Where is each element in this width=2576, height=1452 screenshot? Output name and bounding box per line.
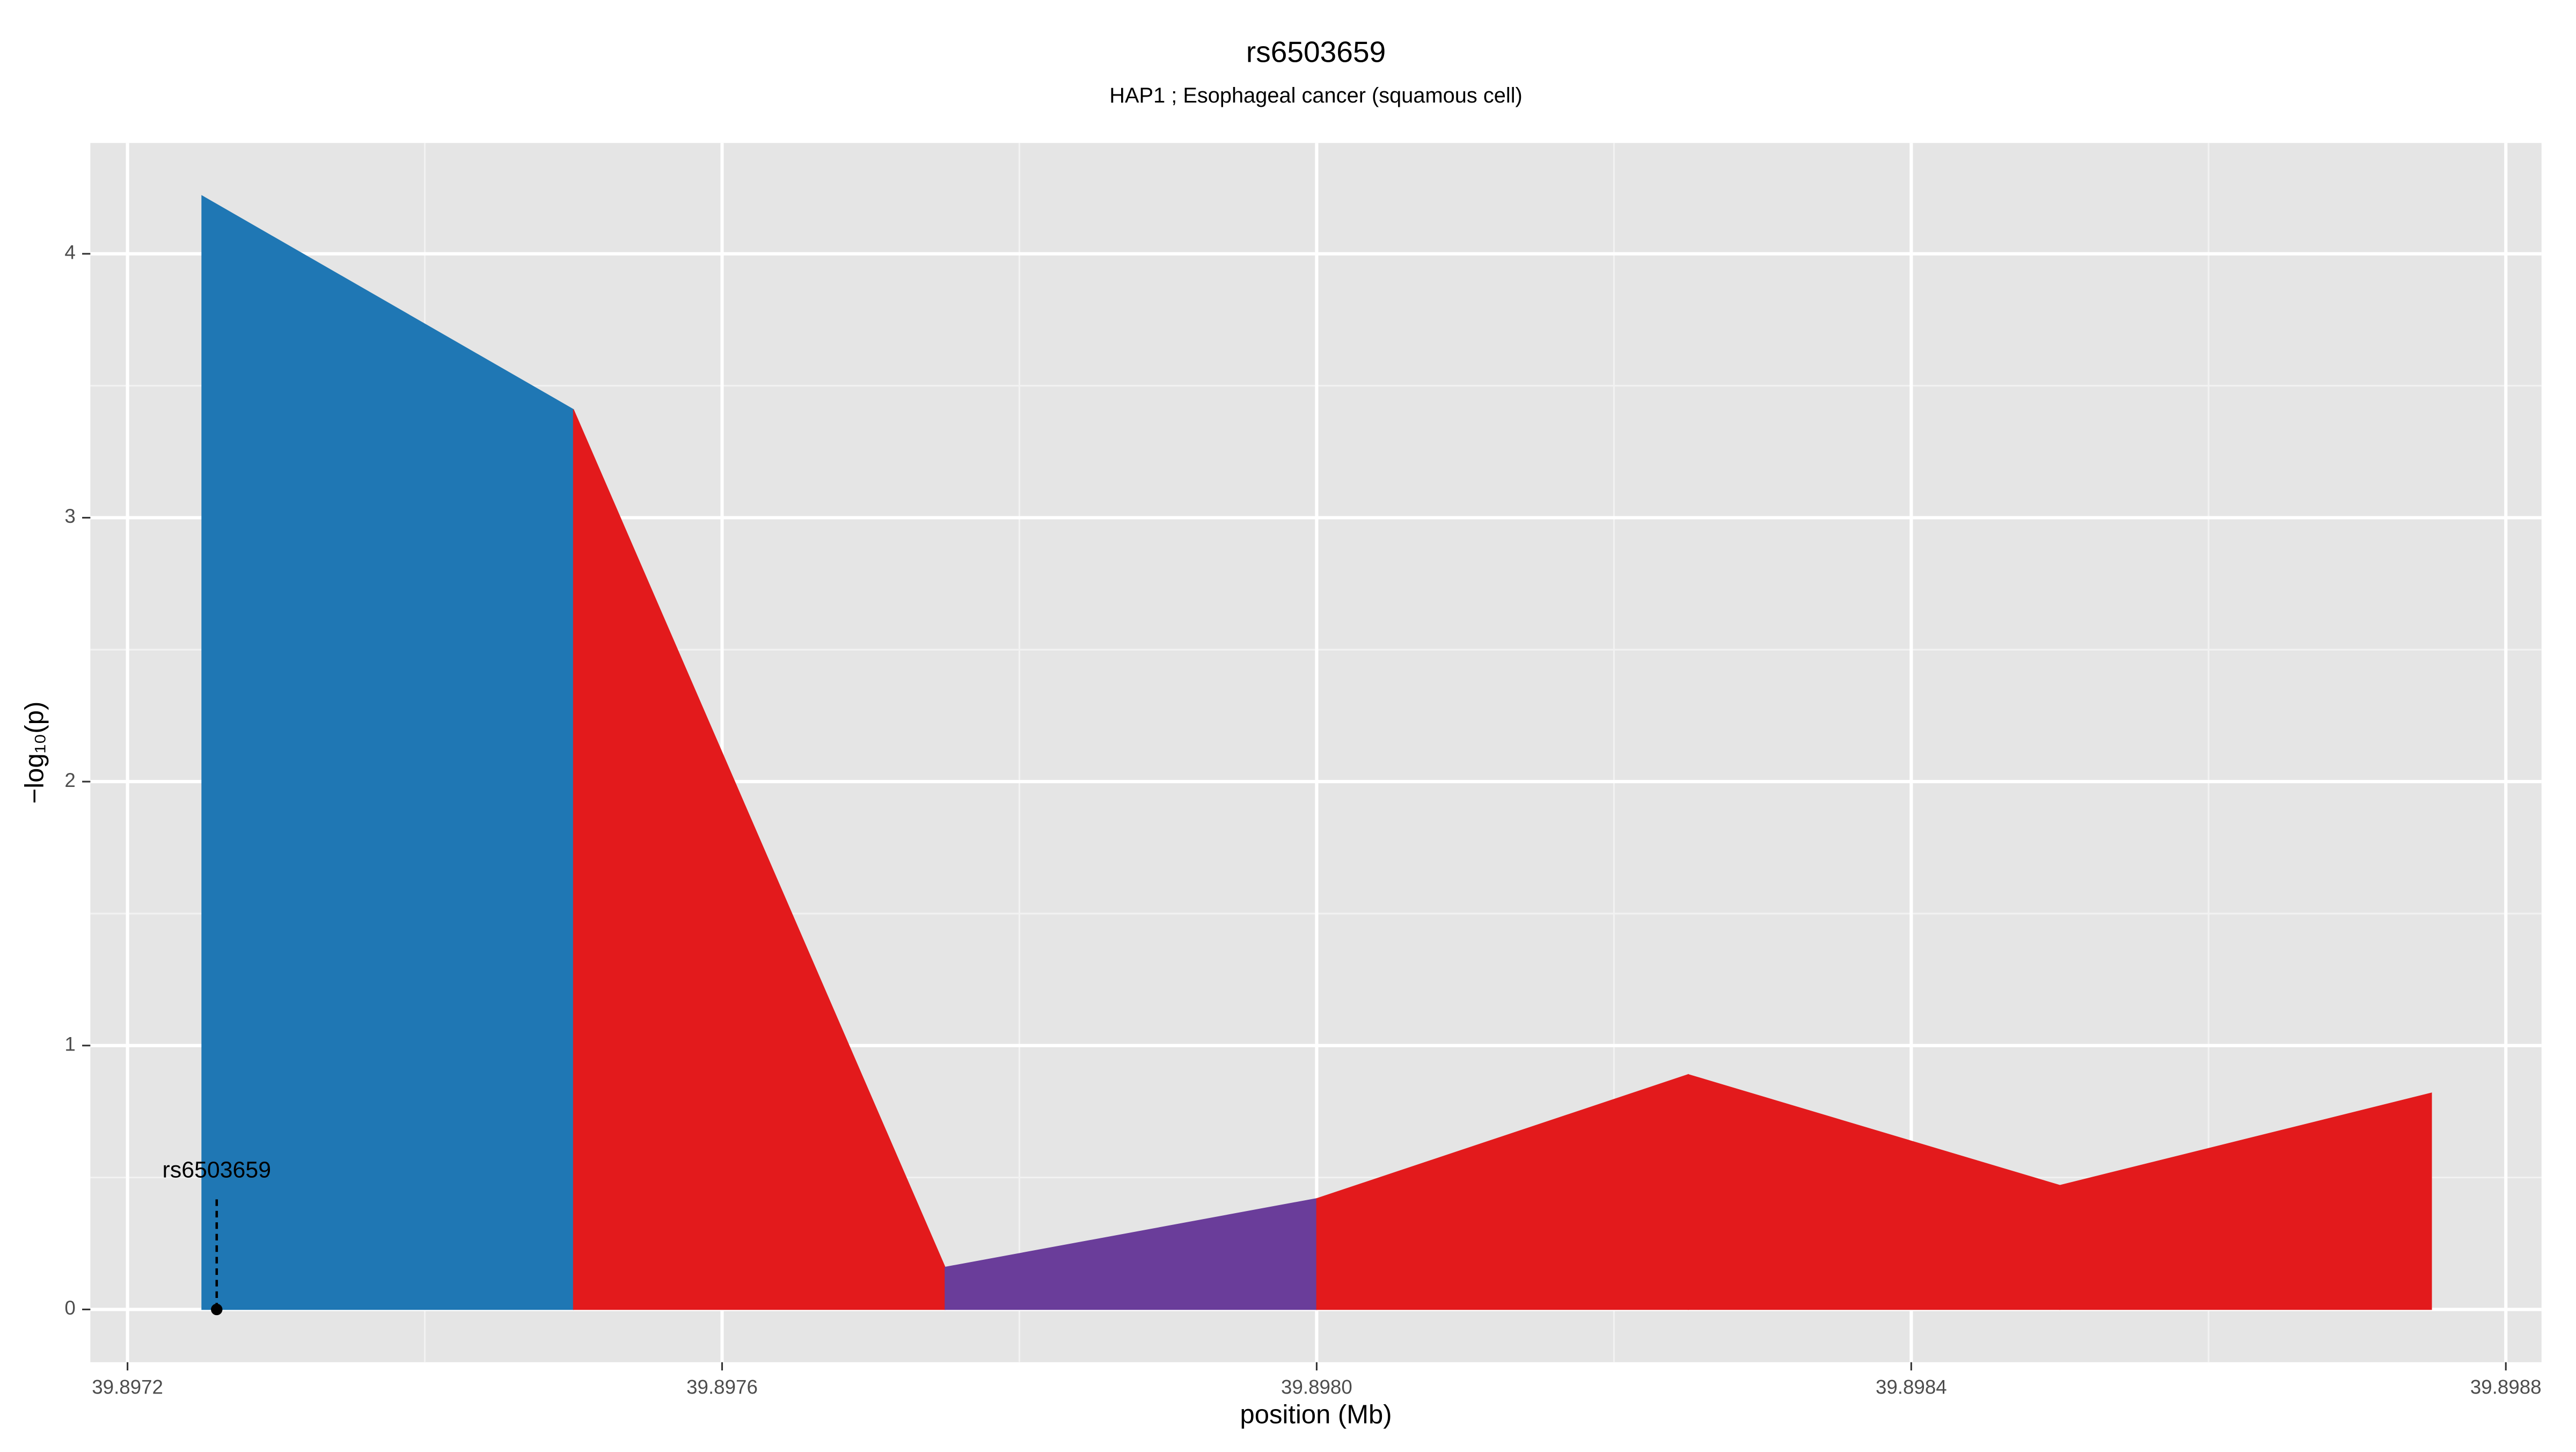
annotation-point — [211, 1303, 223, 1316]
x-tick-label: 39.8976 — [686, 1376, 758, 1398]
y-tick-label: 2 — [64, 769, 75, 791]
annotation-label: rs6503659 — [163, 1157, 271, 1183]
x-axis-label: position (Mb) — [1240, 1400, 1392, 1429]
y-tick-label: 3 — [64, 505, 75, 527]
x-tick-label: 39.8984 — [1876, 1376, 1947, 1398]
x-tick-label: 39.8988 — [2470, 1376, 2542, 1398]
y-axis-label: −log₁₀(p) — [20, 702, 49, 804]
y-tick-label: 4 — [64, 242, 75, 264]
x-tick-label: 39.8972 — [92, 1376, 163, 1398]
x-tick-label: 39.8980 — [1281, 1376, 1352, 1398]
y-tick-label: 1 — [64, 1033, 75, 1055]
area-segment — [2059, 1092, 2432, 1310]
y-tick-label: 0 — [64, 1297, 75, 1319]
chart-title: rs6503659 — [1246, 35, 1386, 69]
chart-subtitle: HAP1 ; Esophageal cancer (squamous cell) — [1109, 84, 1523, 107]
